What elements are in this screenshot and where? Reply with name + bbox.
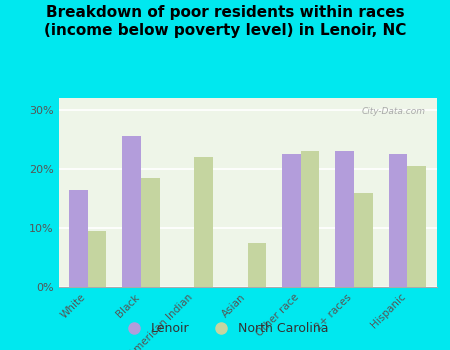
Bar — [389, 154, 407, 287]
Bar — [88, 231, 106, 287]
Bar — [335, 151, 354, 287]
Bar — [141, 178, 160, 287]
Bar — [407, 166, 426, 287]
Bar — [69, 190, 88, 287]
Bar — [122, 136, 141, 287]
Bar — [282, 154, 301, 287]
Bar — [194, 157, 213, 287]
Bar — [248, 243, 266, 287]
Legend: Lenoir, North Carolina: Lenoir, North Carolina — [116, 317, 334, 340]
Bar — [301, 151, 320, 287]
Text: Breakdown of poor residents within races
(income below poverty level) in Lenoir,: Breakdown of poor residents within races… — [44, 5, 406, 38]
Text: City-Data.com: City-Data.com — [361, 107, 425, 117]
Bar — [354, 193, 373, 287]
